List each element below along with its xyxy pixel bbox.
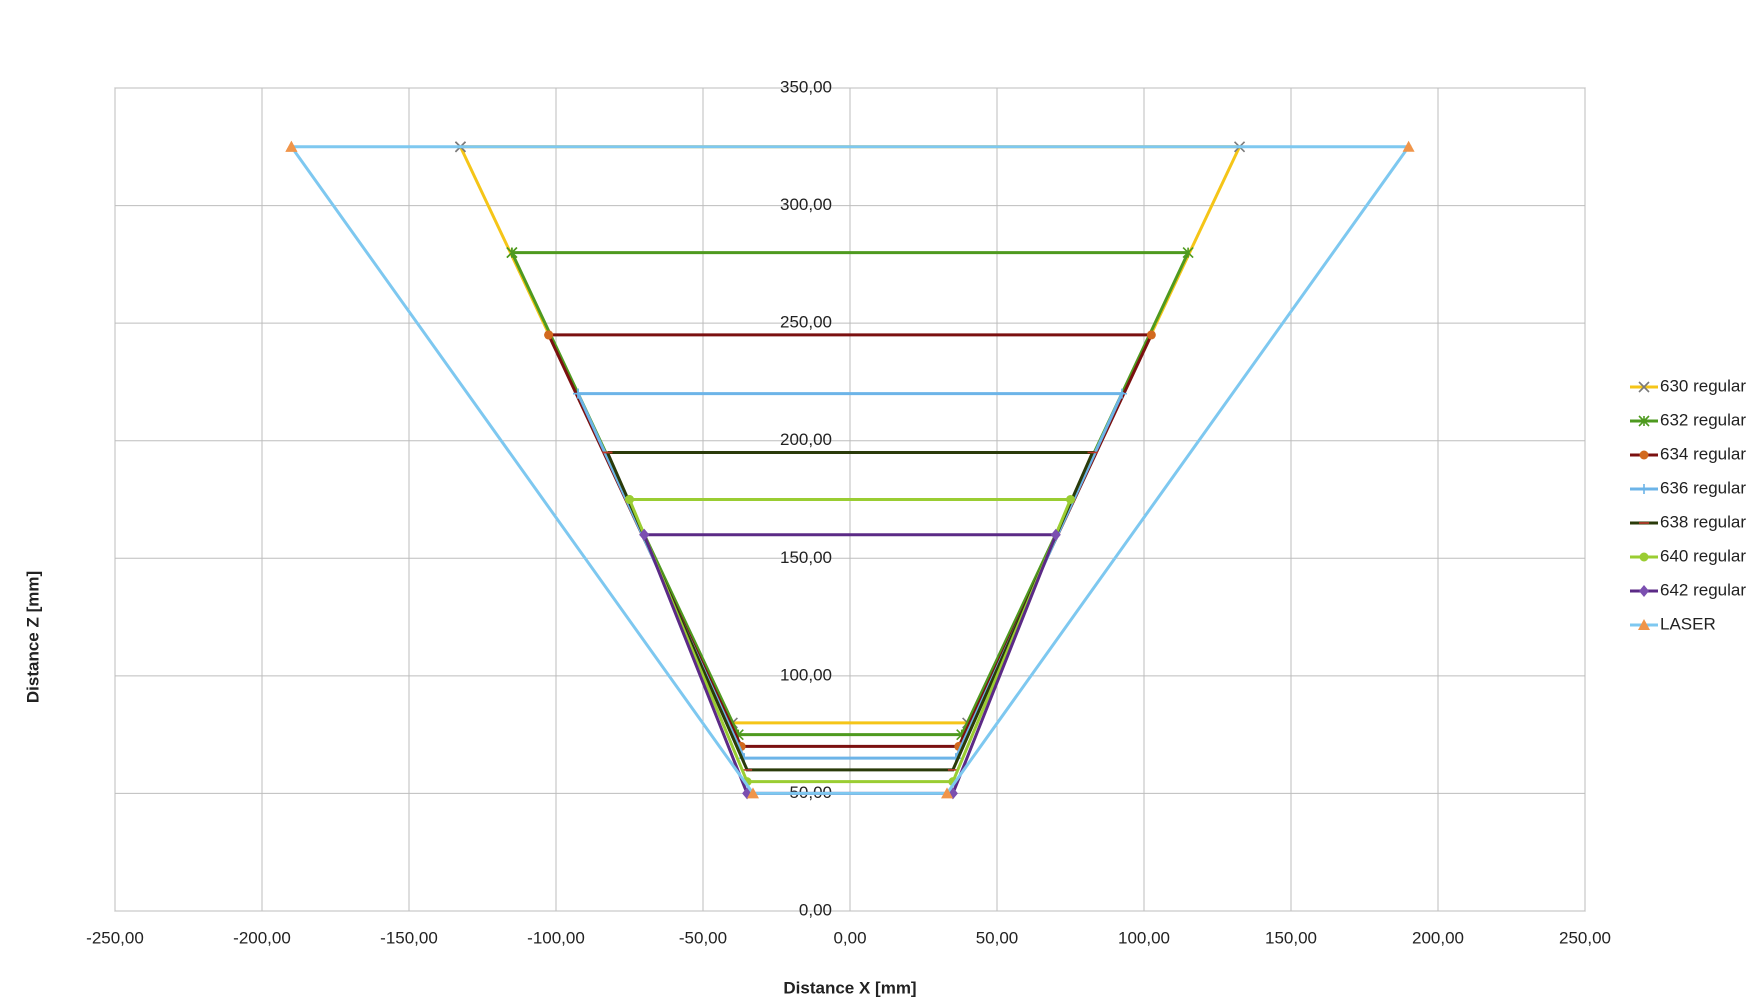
x-tick-label: 50,00: [976, 928, 1019, 947]
y-axis-title: Distance Z [mm]: [23, 571, 42, 703]
y-tick-label: 250,00: [780, 313, 832, 332]
marker: [1182, 247, 1194, 259]
x-tick-label: 250,00: [1559, 928, 1611, 947]
legend-label: 632 regular: [1660, 410, 1746, 429]
marker: [1638, 381, 1650, 393]
marker: [1638, 619, 1650, 630]
x-axis-title: Distance X [mm]: [783, 978, 916, 997]
y-tick-label: 0,00: [799, 900, 832, 919]
marker: [573, 388, 584, 399]
legend-label: 640 regular: [1660, 546, 1746, 565]
marker: [1639, 450, 1649, 460]
x-tick-label: -150,00: [380, 928, 438, 947]
legend-label: 630 regular: [1660, 376, 1746, 395]
marker: [1066, 495, 1075, 504]
marker: [941, 787, 954, 799]
marker: [1638, 415, 1650, 427]
marker: [1639, 585, 1649, 597]
x-tick-label: -200,00: [233, 928, 291, 947]
legend-label: 638 regular: [1660, 512, 1746, 531]
y-tick-label: 300,00: [780, 195, 832, 214]
marker: [1146, 330, 1156, 340]
marker: [1639, 552, 1649, 562]
x-tick-label: 150,00: [1265, 928, 1317, 947]
x-tick-label: 0,00: [833, 928, 866, 947]
marker: [1402, 140, 1415, 152]
marker: [1639, 484, 1649, 494]
legend-label: 642 regular: [1660, 580, 1746, 599]
marker: [1050, 528, 1061, 541]
legend-label: 634 regular: [1660, 444, 1746, 463]
legend-label: 636 regular: [1660, 478, 1746, 497]
x-tick-label: -100,00: [527, 928, 585, 947]
y-tick-label: 350,00: [780, 77, 832, 96]
marker: [544, 330, 554, 340]
marker: [625, 495, 634, 504]
y-tick-label: 200,00: [780, 430, 832, 449]
marker: [639, 528, 650, 541]
x-tick-label: -50,00: [679, 928, 727, 947]
x-tick-label: 100,00: [1118, 928, 1170, 947]
x-tick-label: -250,00: [86, 928, 144, 947]
y-tick-label: 100,00: [780, 665, 832, 684]
marker: [1116, 388, 1127, 399]
legend-label: LASER: [1660, 614, 1716, 633]
marker: [746, 787, 759, 799]
y-tick-label: 150,00: [780, 548, 832, 567]
x-tick-label: 200,00: [1412, 928, 1464, 947]
marker: [506, 247, 518, 259]
marker: [285, 140, 298, 152]
